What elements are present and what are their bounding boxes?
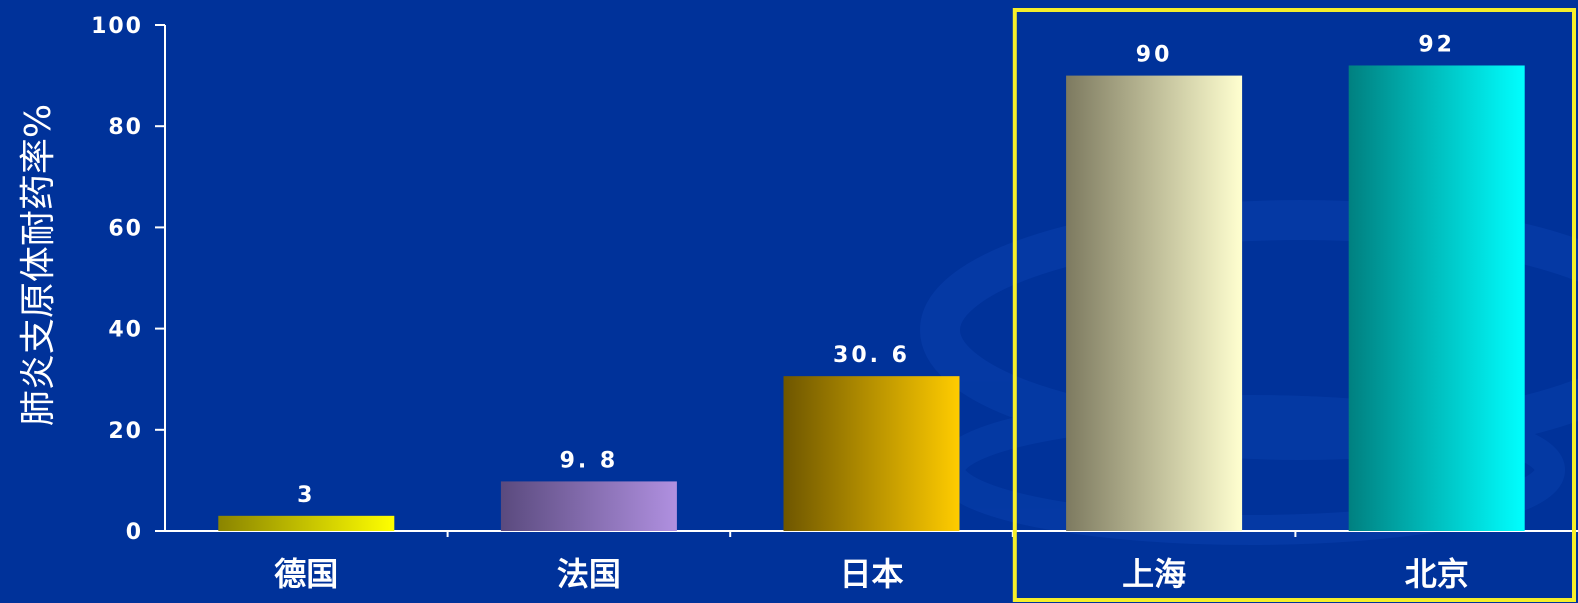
bar bbox=[783, 376, 960, 531]
y-tick-label: 0 bbox=[126, 520, 143, 545]
x-tick-label: 法国 bbox=[557, 555, 621, 593]
y-tick-label: 80 bbox=[108, 115, 143, 140]
x-tick-label: 北京 bbox=[1405, 555, 1469, 593]
y-axis-label: 肺炎支原体耐药率% bbox=[18, 104, 59, 426]
data-label: 90 bbox=[1136, 43, 1173, 68]
data-label: 92 bbox=[1418, 32, 1455, 57]
bars bbox=[218, 65, 1525, 531]
y-tick-label: 40 bbox=[108, 318, 143, 343]
bar bbox=[218, 515, 395, 531]
data-label: 3 bbox=[297, 483, 315, 508]
y-tick-label: 100 bbox=[91, 14, 143, 39]
data-label: 30. 6 bbox=[833, 343, 910, 368]
x-tick-label: 日本 bbox=[839, 555, 903, 593]
data-label: 9. 8 bbox=[560, 448, 619, 473]
x-tick-label: 上海 bbox=[1122, 555, 1186, 593]
y-tick-label: 60 bbox=[108, 216, 143, 241]
bar bbox=[1066, 75, 1243, 531]
highlight-box bbox=[1012, 8, 1576, 602]
value-labels: 3 9. 8 30. 6 90 92 bbox=[297, 32, 1455, 508]
bar bbox=[1348, 65, 1525, 531]
bar bbox=[500, 481, 677, 531]
x-tick-label: 德国 bbox=[274, 555, 338, 593]
category-labels: 德国 法国 日本 上海 北京 bbox=[274, 555, 1468, 593]
y-tick-label: 20 bbox=[108, 419, 143, 444]
y-tick-labels: 0 20 40 60 80 100 bbox=[91, 14, 143, 545]
